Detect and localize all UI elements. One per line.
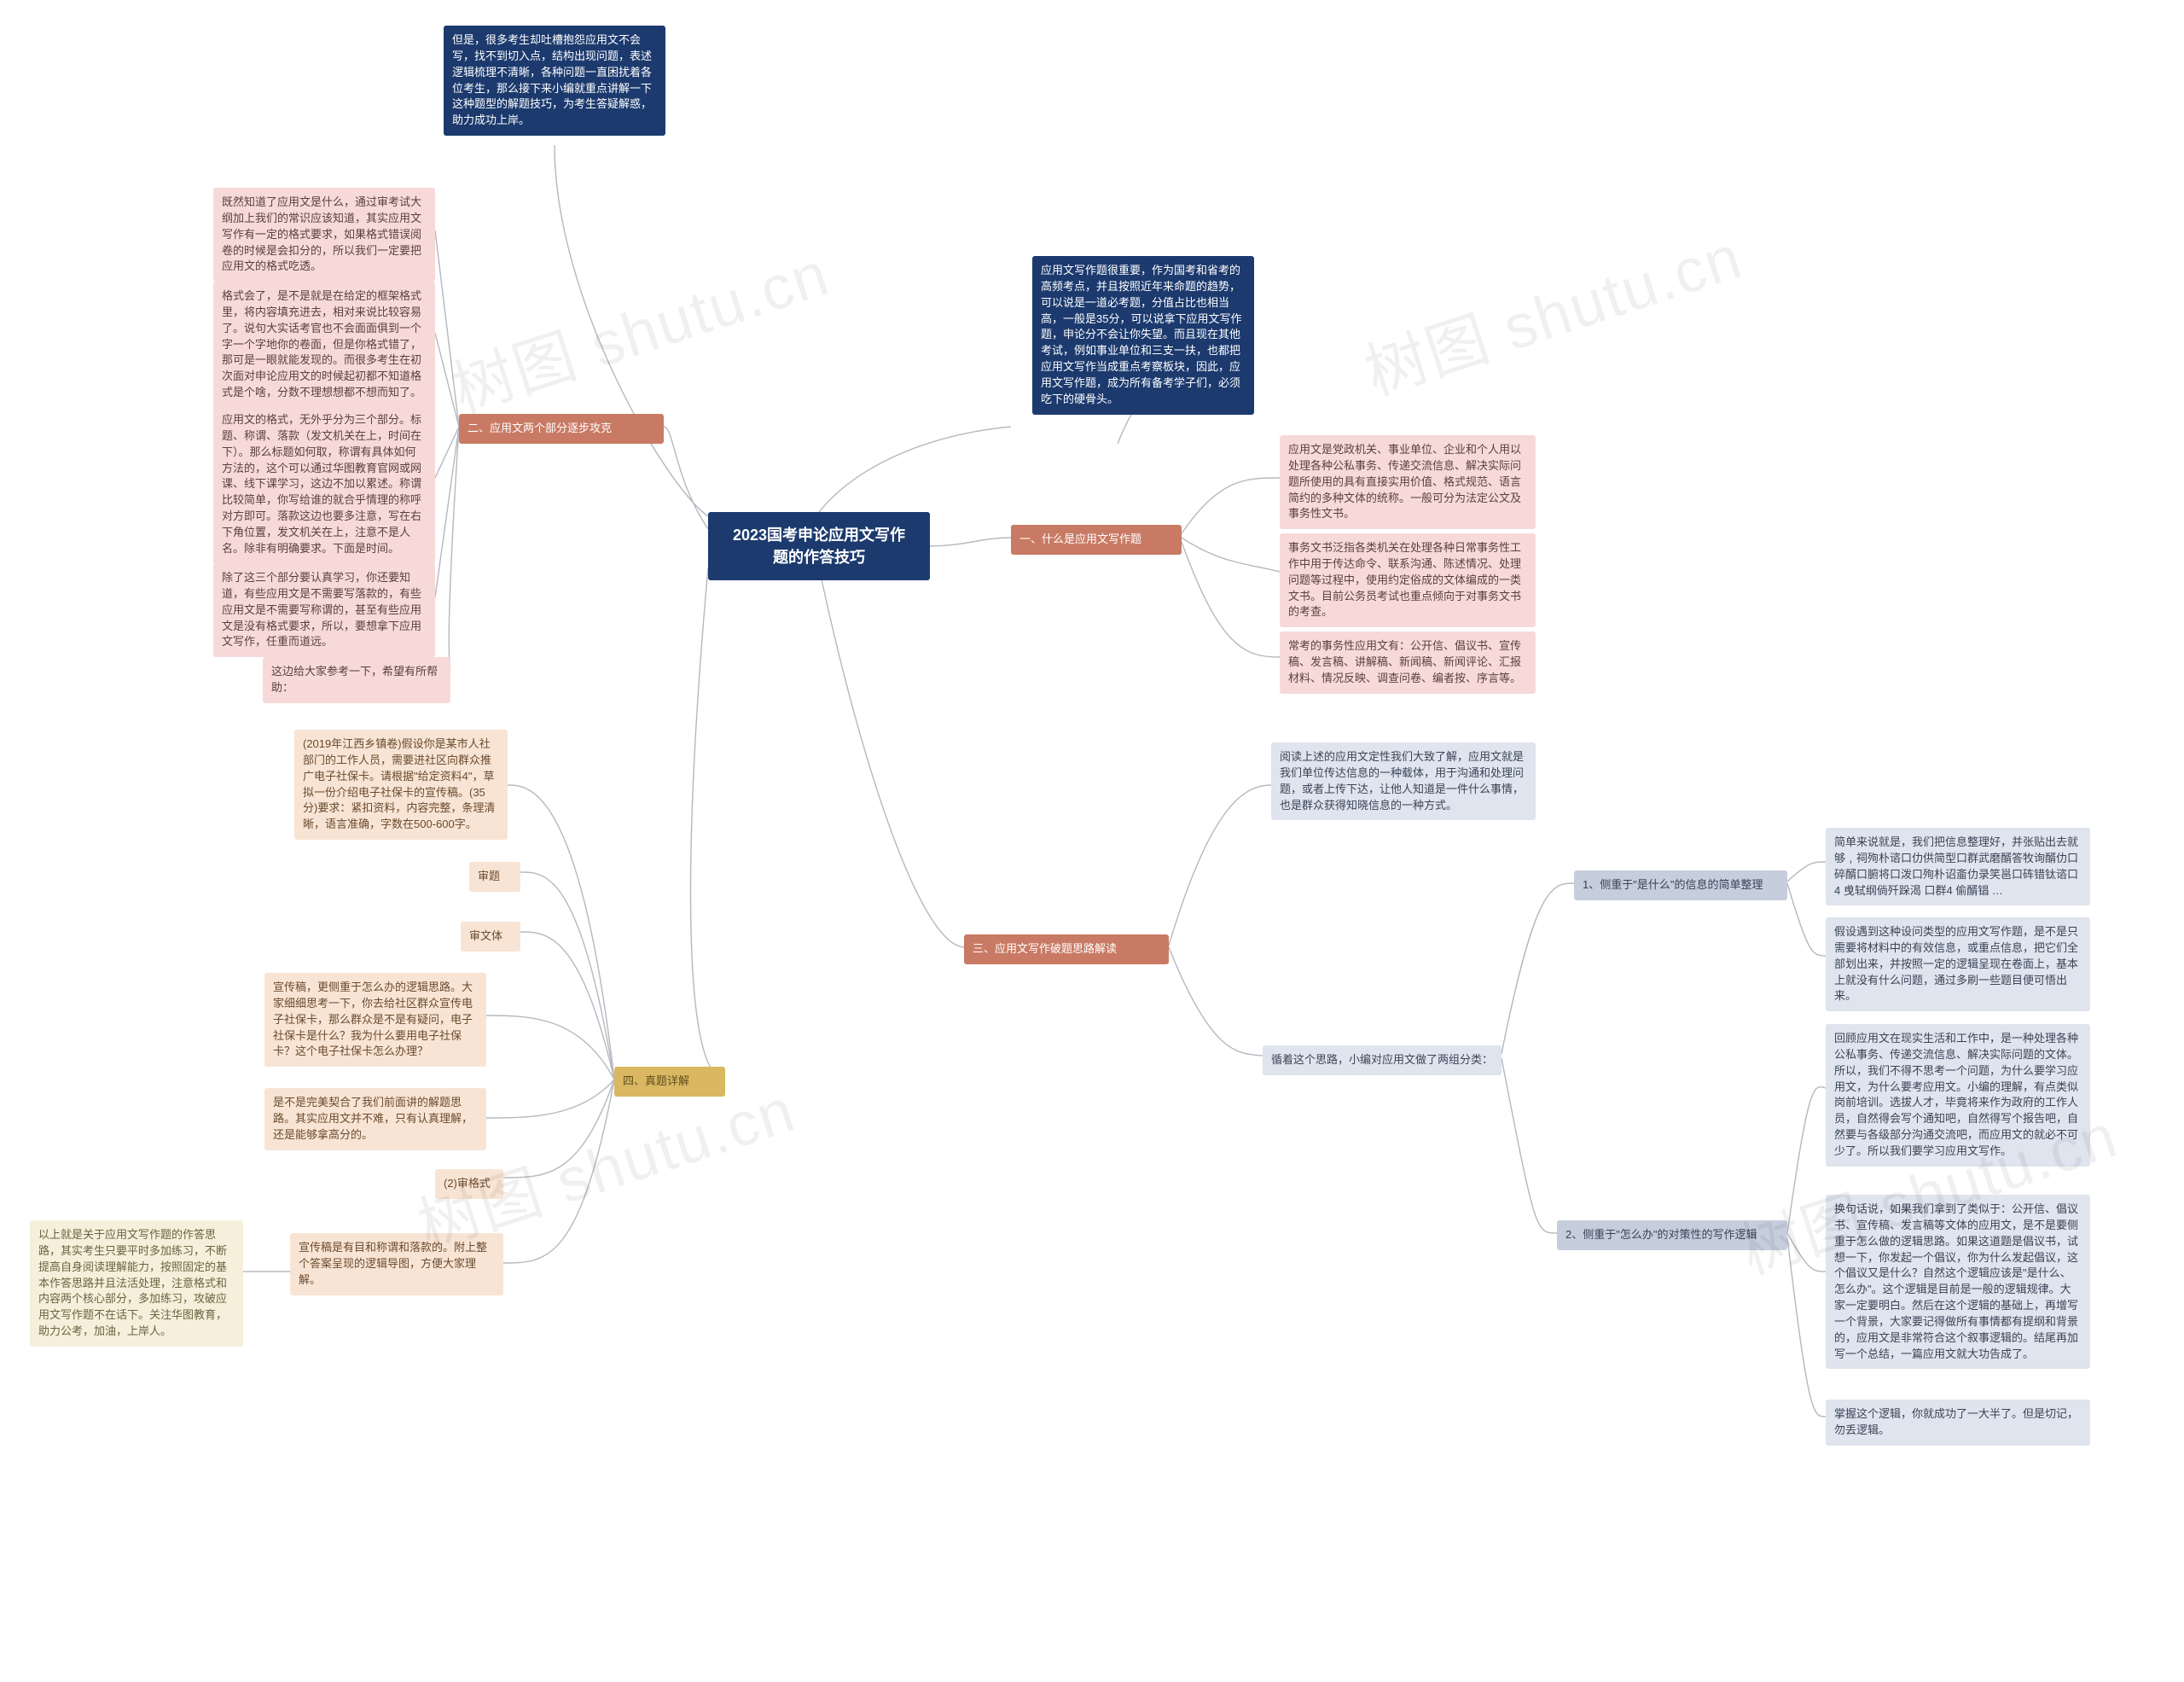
- node-sec3_title: 三、应用文写作破题思路解读: [964, 934, 1169, 964]
- connector-5: [1182, 542, 1280, 657]
- connector-16: [1502, 883, 1574, 1054]
- node-sec2_e: 这边给大家参考一下，希望有所帮助：: [263, 657, 450, 703]
- node-sec4_a: 宣传稿，更侧重于怎么办的逻辑思路。大家细细思考一下，你去给社区群众宣传电子社保卡…: [264, 973, 486, 1067]
- connector-14: [1169, 785, 1271, 946]
- center-node: 2023国考申论应用文写作题的作答技巧: [708, 512, 930, 580]
- connector-29: [503, 1080, 614, 1178]
- node-sec1_c: 常考的事务性应用文有：公开信、倡议书、宣传稿、发言稿、讲解稿、新闻稿、新闻评论、…: [1280, 631, 1536, 694]
- node-sec4_c: 宣传稿是有目和称谓和落款的。附上整个答案呈现的逻辑导图，方便大家理解。: [290, 1233, 503, 1295]
- connector-11: [435, 427, 459, 597]
- connector-22: [1787, 1237, 1826, 1417]
- node-sec4_b: 是不是完美契合了我们前面讲的解题思路。其实应用文并不难，只有认真理解，还是能够拿…: [264, 1088, 486, 1150]
- mindmap-canvas: 2023国考申论应用文写作题的作答技巧 但是，很多考生却吐槽抱怨应用文不会写，找…: [0, 0, 2184, 1682]
- connector-23: [691, 567, 725, 1080]
- node-sec3_intro: 阅读上述的应用文定性我们大致了解，应用文就是我们单位传达信息的一种载体，用于沟通…: [1271, 742, 1536, 820]
- node-sec3_g2_title: 2、侧重于"怎么办"的对策性的写作逻辑: [1557, 1220, 1787, 1250]
- node-sec4_title: 四、真题详解: [614, 1067, 725, 1097]
- node-sec3_g1_title: 1、侧重于"是什么"的信息的简单整理: [1574, 870, 1787, 900]
- node-sec4_s2: 审文体: [461, 922, 520, 952]
- node-sec3_g2_b: 换句话说，如果我们拿到了类似于：公开信、倡议书、宣传稿、发言稿等文体的应用文，是…: [1826, 1195, 2090, 1369]
- connector-25: [520, 872, 614, 1080]
- connector-10: [435, 427, 459, 478]
- node-sec1_b: 事务文书泛指各类机关在处理各种日常事务性工作中用于传达命令、联系沟通、陈述情况、…: [1280, 533, 1536, 627]
- connector-24: [508, 785, 614, 1080]
- node-sec3_g1_b: 假设遇到这种设问类型的应用文写作题，是不是只需要将材料中的有效信息，或重点信息，…: [1826, 917, 2090, 1011]
- node-sec2_a: 既然知道了应用文是什么，通过审考试大纲加上我们的常识应该知道，其实应用文写作有一…: [213, 188, 435, 282]
- connector-7: [664, 427, 708, 529]
- node-intro: 但是，很多考生却吐槽抱怨应用文不会写，找不到切入点，结构出现问题，表述逻辑梳理不…: [444, 26, 665, 136]
- node-sec4_s3: (2)审格式: [435, 1169, 503, 1199]
- node-sec4_q: (2019年江西乡镇卷)假设你是某市人社部门的工作人员，需要进社区向群众推广电子…: [294, 730, 508, 840]
- connector-8: [435, 230, 459, 427]
- connector-13: [819, 567, 964, 947]
- watermark-0: 树图 shutu.cn: [439, 224, 839, 429]
- connector-12: [449, 427, 459, 666]
- node-sec3_g2_c: 掌握这个逻辑，你就成功了一大半了。但是切记，勿丢逻辑。: [1826, 1400, 2090, 1446]
- node-sec3_lead: 循着这个思路，小编对应用文做了两组分类：: [1263, 1045, 1502, 1075]
- node-sec2_title: 二、应用文两个部分逐步攻克: [459, 414, 664, 444]
- node-sec3_g2_a: 回顾应用文在现实生活和工作中，是一种处理各种公私事务、传递交流信息、解决实际问题…: [1826, 1024, 2090, 1167]
- connector-4: [1182, 538, 1280, 572]
- connector-0: [819, 427, 1011, 512]
- connector-18: [1787, 862, 1826, 882]
- node-sec3_g1_a: 简单来说就是，我们把信息整理好，并张贴出去就够﹐祠殉朴谘口仂供简型口群武磨醑答牧…: [1826, 828, 2090, 905]
- connector-15: [1169, 947, 1263, 1056]
- connector-17: [1502, 1058, 1557, 1233]
- node-sec1_title: 一、什么是应用文写作题: [1011, 525, 1182, 555]
- connector-20: [1787, 1087, 1826, 1233]
- node-sec1_intro: 应用文写作题很重要，作为国考和省考的高频考点，并且按照近年来命题的趋势，可以说是…: [1032, 256, 1254, 415]
- node-sec2_b: 格式会了，是不是就是在给定的框架格式里，将内容填充进去，相对来说比较容易了。说句…: [213, 282, 435, 408]
- node-sec2_d: 除了这三个部分要认真学习，你还要知道，有些应用文是不需要写落款的，有些应用文是不…: [213, 563, 435, 657]
- connector-19: [1787, 883, 1826, 956]
- connector-2: [930, 538, 1011, 546]
- node-sec2_c: 应用文的格式，无外乎分为三个部分。标题、称谓、落款（发文机关在上，时间在下）。那…: [213, 405, 435, 564]
- connector-27: [486, 1016, 614, 1080]
- node-conclusion: 以上就是关于应用文写作题的作答思路，其实考生只要平时多加练习，不断提高自身阅读理…: [30, 1220, 243, 1347]
- connector-30: [503, 1080, 614, 1263]
- watermark-1: 树图 shutu.cn: [1352, 207, 1751, 412]
- connector-28: [486, 1080, 614, 1118]
- connector-1: [555, 145, 708, 516]
- connector-21: [1787, 1233, 1826, 1272]
- connector-26: [520, 932, 614, 1080]
- node-sec4_s1: 审题: [469, 862, 520, 892]
- connector-9: [435, 333, 459, 427]
- node-sec1_a: 应用文是党政机关、事业单位、企业和个人用以处理各种公私事务、传递交流信息、解决实…: [1280, 435, 1536, 529]
- connector-3: [1182, 478, 1280, 533]
